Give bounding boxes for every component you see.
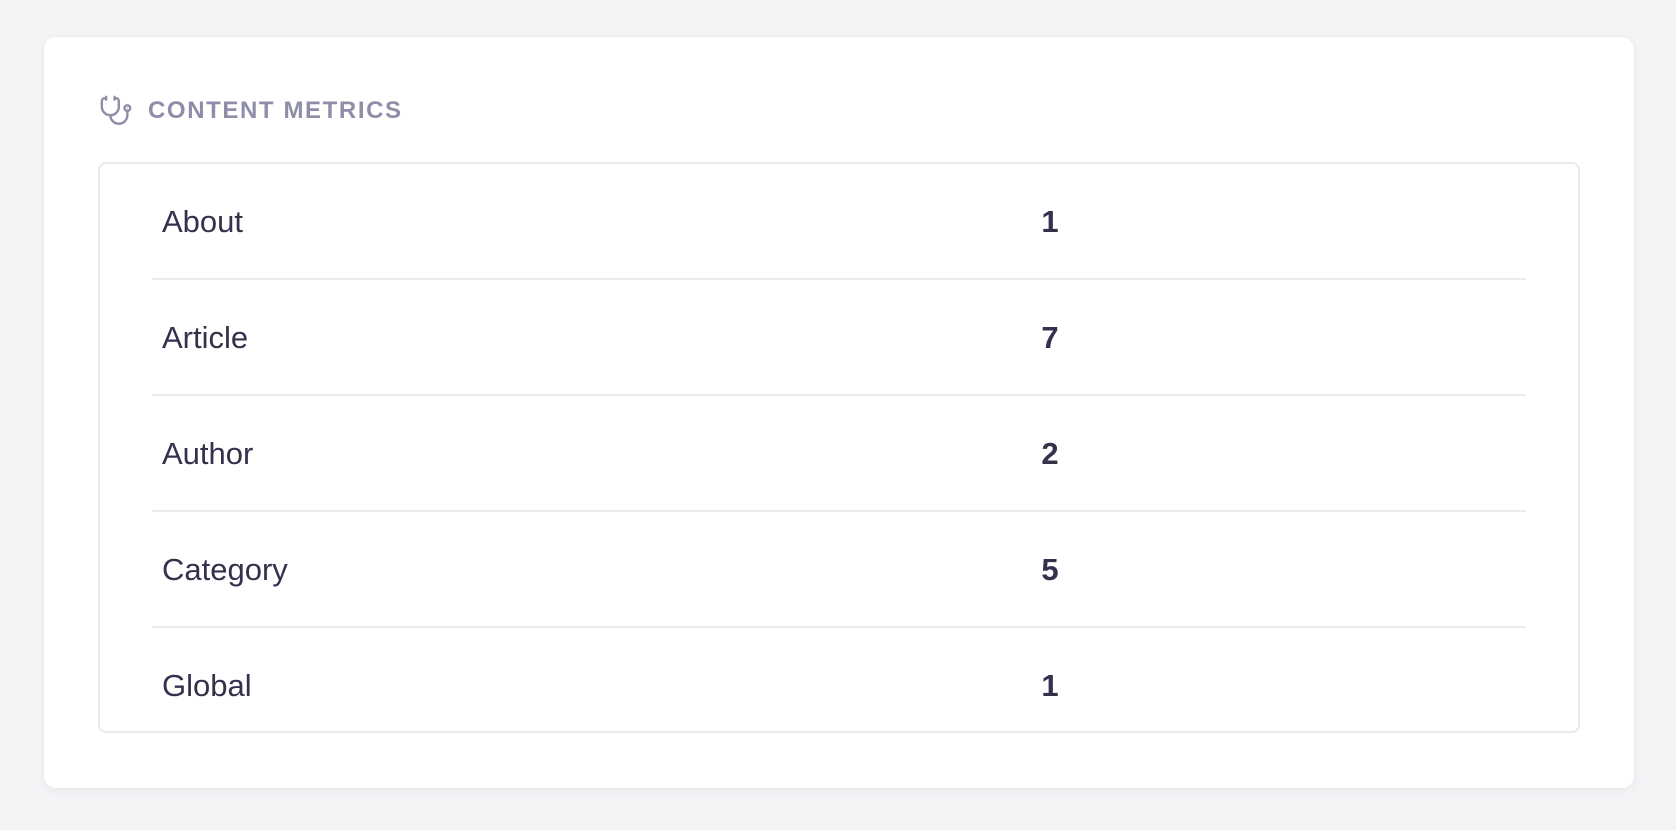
metric-value: 2 — [1041, 436, 1059, 471]
metrics-panel[interactable]: About 1 Article 7 Author 2 Category 5 Gl… — [98, 162, 1580, 733]
metric-row-category: Category 5 — [100, 512, 1578, 628]
metric-label: Category — [162, 552, 288, 587]
widget-header: Content Metrics — [98, 93, 403, 129]
metric-label: Article — [162, 320, 249, 355]
metric-row-global: Global 1 — [100, 628, 1578, 731]
metric-row-author: Author 2 — [100, 396, 1578, 512]
metric-row-about: About 1 — [100, 164, 1578, 280]
metric-label: Global — [162, 668, 252, 703]
widget-title: Content Metrics — [148, 97, 403, 124]
metric-value: 5 — [1041, 552, 1059, 587]
metric-value: 1 — [1041, 204, 1059, 239]
metric-label: Author — [162, 436, 254, 471]
metric-value: 1 — [1041, 668, 1059, 703]
content-metrics-widget: Content Metrics About 1 Article 7 Author… — [44, 37, 1634, 788]
metric-label: About — [162, 204, 244, 239]
stethoscope-icon — [98, 93, 134, 129]
metric-value: 7 — [1041, 320, 1059, 355]
metric-row-article: Article 7 — [100, 280, 1578, 396]
